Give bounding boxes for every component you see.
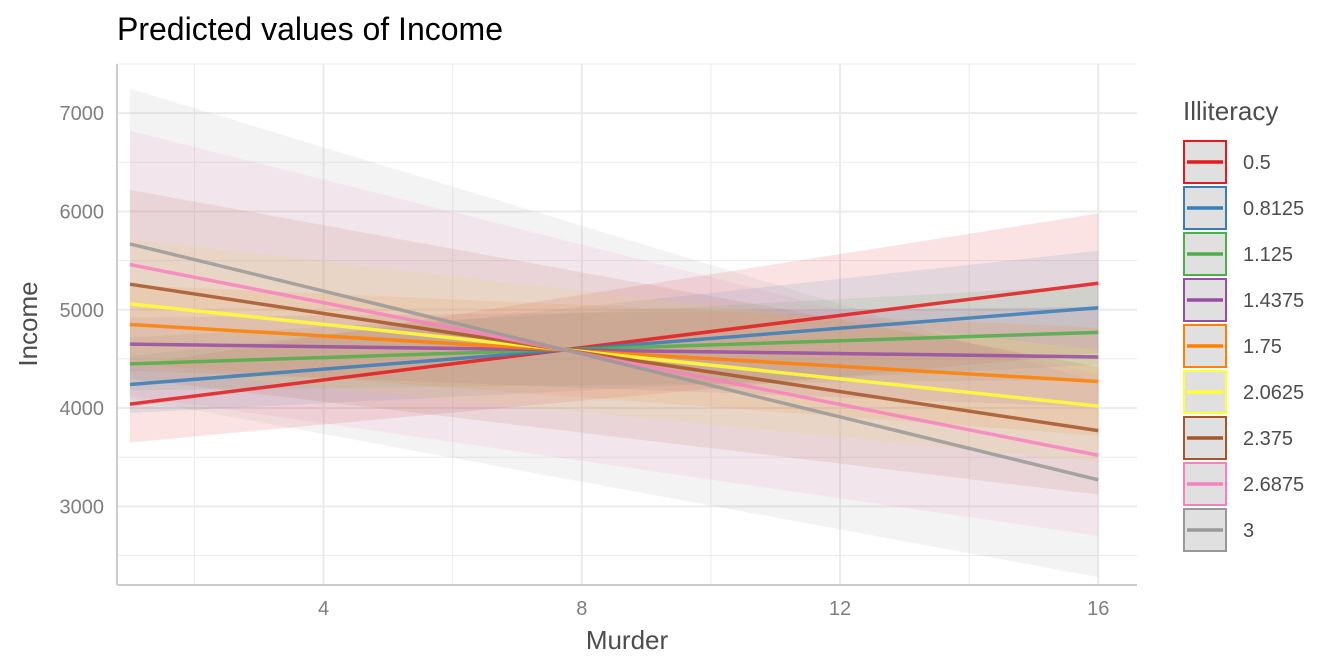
series-lines — [129, 242, 1099, 482]
series-line-1.4375 — [129, 342, 1099, 359]
y-axis-title: Income — [13, 281, 43, 366]
y-tick-label: 3000 — [60, 496, 105, 518]
x-tick-label: 8 — [576, 598, 587, 620]
legend-title: Illiteracy — [1183, 96, 1278, 126]
y-tick-label: 7000 — [60, 103, 105, 125]
x-tick-label: 4 — [318, 598, 329, 620]
series-line-2.375 — [129, 282, 1099, 433]
tick-labels: 4 8 12 16 3000 4000 5000 6000 7000 — [60, 103, 1110, 620]
series-line-1.125 — [129, 330, 1099, 366]
legend-label: 3 — [1243, 520, 1254, 542]
legend-item-1.75: 1.75 — [1183, 324, 1282, 368]
series-line-2.0625 — [129, 302, 1099, 408]
series-line-2.6875 — [129, 262, 1099, 457]
x-tick-label: 12 — [829, 598, 851, 620]
grid — [117, 63, 1137, 585]
ci-band-0.5 — [129, 213, 1099, 443]
series-line-3 — [129, 242, 1099, 482]
legend-item-2.6875: 2.6875 — [1183, 462, 1304, 506]
legend-item-0.5: 0.5 — [1183, 140, 1271, 184]
legend-label: 1.75 — [1243, 336, 1282, 358]
series-line-1.75 — [129, 322, 1099, 384]
legend-item-1.125: 1.125 — [1183, 232, 1293, 276]
chart-title: Predicted values of Income — [117, 11, 503, 47]
y-tick-label: 4000 — [60, 398, 105, 420]
legend-label: 1.4375 — [1243, 290, 1304, 312]
ci-band-3 — [129, 88, 1099, 578]
legend-label: 0.8125 — [1243, 198, 1304, 220]
legend-label: 2.375 — [1243, 428, 1293, 450]
legend-item-2.0625: 2.0625 — [1183, 370, 1304, 414]
x-axis-title: Murder — [586, 625, 669, 655]
series-line-0.5 — [129, 281, 1099, 406]
x-tick-label: 16 — [1087, 598, 1109, 620]
axes — [116, 64, 1137, 586]
legend-label: 2.6875 — [1243, 474, 1304, 496]
legend: 0.5 0.8125 1.125 1.4375 1.75 2.0625 2.375 2.687… — [1183, 140, 1304, 552]
legend-item-2.375: 2.375 — [1183, 416, 1293, 460]
legend-label: 0.5 — [1243, 152, 1271, 174]
legend-item-3: 3 — [1183, 508, 1254, 552]
y-tick-label: 6000 — [60, 201, 105, 223]
legend-item-0.8125: 0.8125 — [1183, 186, 1304, 230]
legend-item-1.4375: 1.4375 — [1183, 278, 1304, 322]
ci-band-2.6875 — [129, 130, 1099, 536]
legend-label: 1.125 — [1243, 244, 1293, 266]
series-line-0.8125 — [129, 306, 1099, 387]
y-tick-label: 5000 — [60, 300, 105, 322]
legend-label: 2.0625 — [1243, 382, 1304, 404]
